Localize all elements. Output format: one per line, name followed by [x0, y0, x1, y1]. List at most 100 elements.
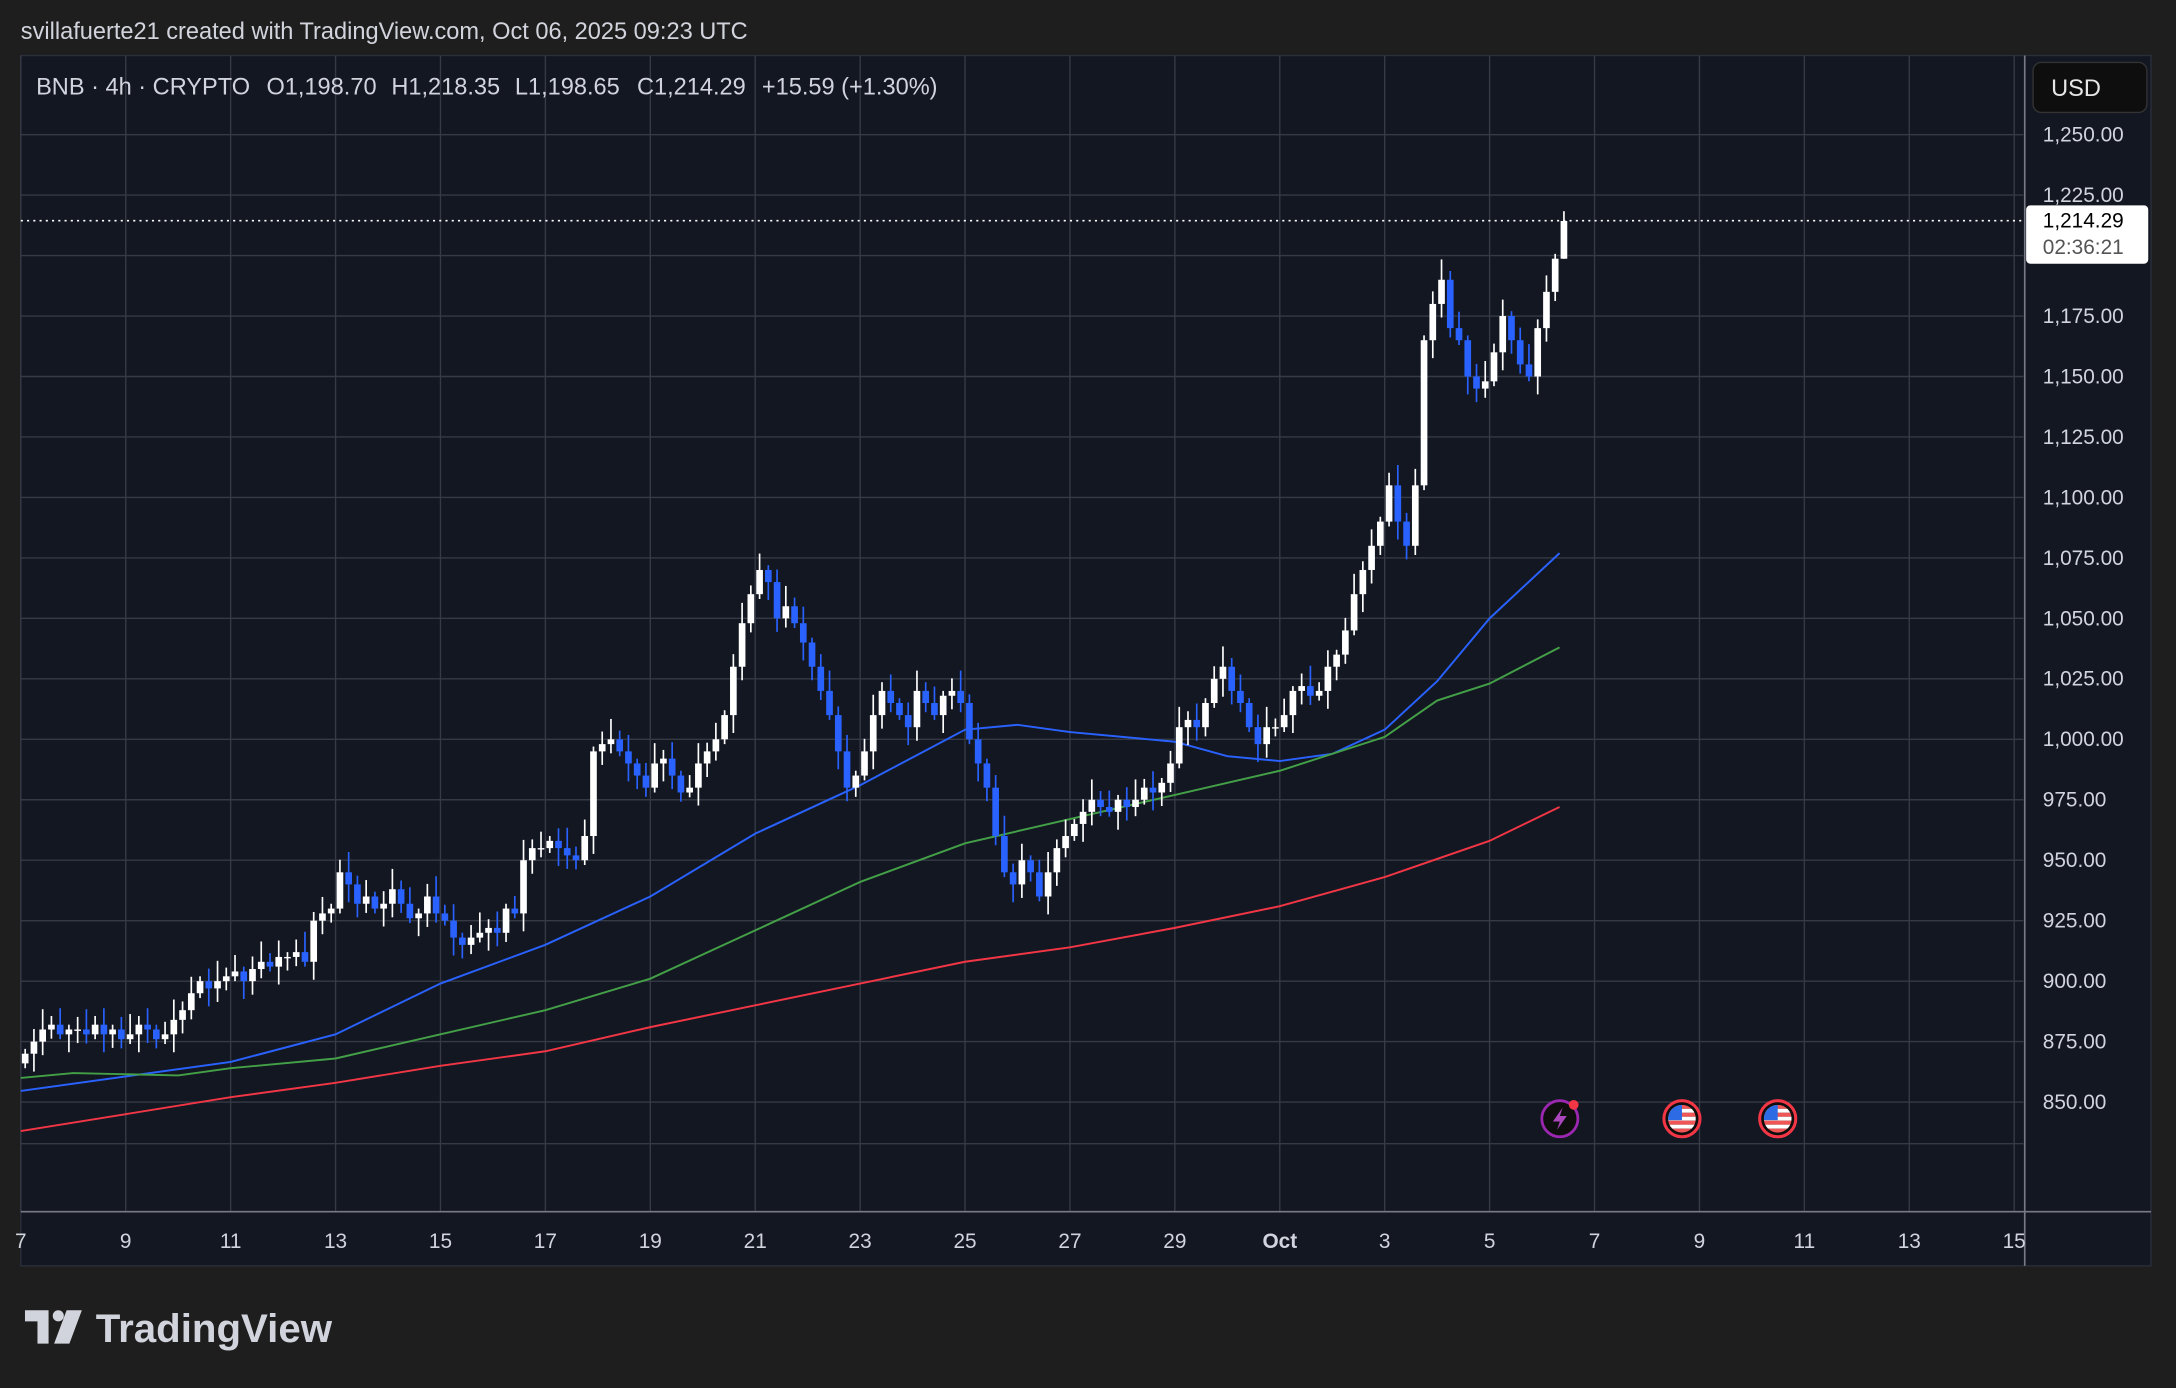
candle-body: [467, 937, 475, 945]
candle-body: [100, 1024, 108, 1035]
candle: [319, 896, 326, 935]
candle-body: [1481, 381, 1489, 389]
currency-button[interactable]: USD: [2032, 61, 2148, 114]
candle-body: [65, 1029, 73, 1035]
candle: [39, 1009, 47, 1056]
legend-change: +15.59 (+1.30%): [762, 73, 938, 99]
candle: [660, 749, 667, 782]
candle-body: [144, 1024, 151, 1030]
candle-body: [1377, 521, 1384, 546]
tv-logo-dot: [52, 1310, 64, 1322]
candle-body: [257, 961, 265, 970]
candle: [65, 1024, 73, 1053]
candle-body: [1525, 364, 1533, 377]
candle-body: [1534, 328, 1542, 377]
candle-body: [546, 840, 554, 849]
candle: [773, 569, 781, 632]
candle: [1342, 617, 1349, 664]
event-lightning[interactable]: [1540, 1099, 1580, 1139]
candle-body: [1097, 799, 1104, 808]
candle: [1140, 778, 1148, 805]
candle: [537, 831, 545, 858]
legend-symbol[interactable]: BNB · 4h · CRYPTO: [36, 73, 250, 99]
candle: [1508, 311, 1515, 354]
time-tick-label: 9: [120, 1230, 132, 1253]
candle-body: [511, 908, 519, 914]
candle: [642, 762, 650, 797]
candle-body: [441, 913, 449, 921]
currency-label[interactable]: USD: [2051, 75, 2101, 101]
candle: [730, 654, 737, 733]
time-tick-label: 11: [220, 1230, 242, 1253]
candle-body: [1105, 807, 1113, 812]
time-tick-label: 23: [849, 1230, 872, 1253]
candle-body: [415, 913, 422, 919]
candle: [21, 1048, 29, 1069]
candle-body: [362, 896, 370, 904]
price-axis[interactable]: 1,250.00 1,225.00 1,175.00 1,150.00 1,125.00…: [2043, 124, 2124, 1114]
candle: [485, 919, 492, 951]
candle: [502, 903, 510, 942]
candle-body: [196, 981, 204, 994]
candle-body: [91, 1024, 99, 1035]
candle: [48, 1015, 55, 1039]
candle-body: [642, 775, 650, 788]
candle-body: [222, 976, 230, 982]
candle: [563, 827, 571, 869]
candle-body: [852, 775, 860, 788]
logo-text: TradingView: [96, 1306, 333, 1351]
candle-body: [730, 666, 737, 716]
candle: [231, 955, 239, 982]
moving-average-line-3: [20, 806, 1560, 1133]
candle-body: [249, 969, 256, 982]
candle: [327, 903, 335, 923]
candle: [1245, 698, 1253, 733]
candle-body: [170, 1019, 178, 1035]
price-tick-label: 875.00: [2043, 1031, 2107, 1054]
candle-body: [345, 872, 353, 885]
candle-body: [887, 690, 895, 704]
time-tick-label: 5: [1484, 1230, 1496, 1253]
candle-body: [21, 1053, 29, 1064]
candle: [91, 1015, 99, 1040]
candle-body: [747, 594, 755, 624]
candle-body: [869, 715, 877, 752]
candle-body: [1394, 485, 1402, 522]
price-tick-label: 950.00: [2043, 849, 2107, 872]
candle: [1499, 299, 1507, 371]
lightning-glyph: [1552, 1107, 1567, 1130]
candle-body: [231, 971, 239, 977]
candle-body: [266, 961, 274, 967]
candle-body: [677, 775, 685, 793]
time-tick-label: 19: [639, 1230, 662, 1253]
candle: [1289, 686, 1297, 733]
candle: [1551, 253, 1559, 302]
candle-body: [354, 884, 361, 904]
candle-body: [1446, 279, 1454, 329]
candle: [738, 602, 746, 681]
candle: [1097, 791, 1104, 817]
candle: [1315, 682, 1323, 701]
candle: [380, 891, 387, 927]
candle-body: [1385, 485, 1393, 522]
economic-event[interactable]: [1758, 1099, 1798, 1139]
time-axis[interactable]: 7 9 11 13 15 17 19 21 23 25 27 29 Oct 3 5 7 9 11 13 15: [15, 1230, 2026, 1253]
candle-body: [1044, 872, 1052, 897]
currency-button-bg[interactable]: [2032, 61, 2148, 114]
candle-body: [974, 739, 982, 764]
candle: [415, 908, 422, 937]
candle: [100, 1008, 108, 1053]
candle: [406, 887, 414, 924]
candle-body: [555, 840, 562, 849]
candle: [974, 722, 982, 782]
chart-panel[interactable]: [20, 54, 2152, 1267]
candle: [1324, 650, 1332, 709]
price-tick-label: 1,125.00: [2043, 426, 2124, 449]
economic-event[interactable]: [1662, 1099, 1702, 1139]
candle: [284, 952, 291, 971]
candle-body: [1123, 799, 1131, 808]
price-tick-label: 1,000.00: [2043, 728, 2124, 751]
candle-body: [109, 1029, 116, 1035]
candle: [590, 746, 597, 854]
candle: [161, 1021, 169, 1045]
